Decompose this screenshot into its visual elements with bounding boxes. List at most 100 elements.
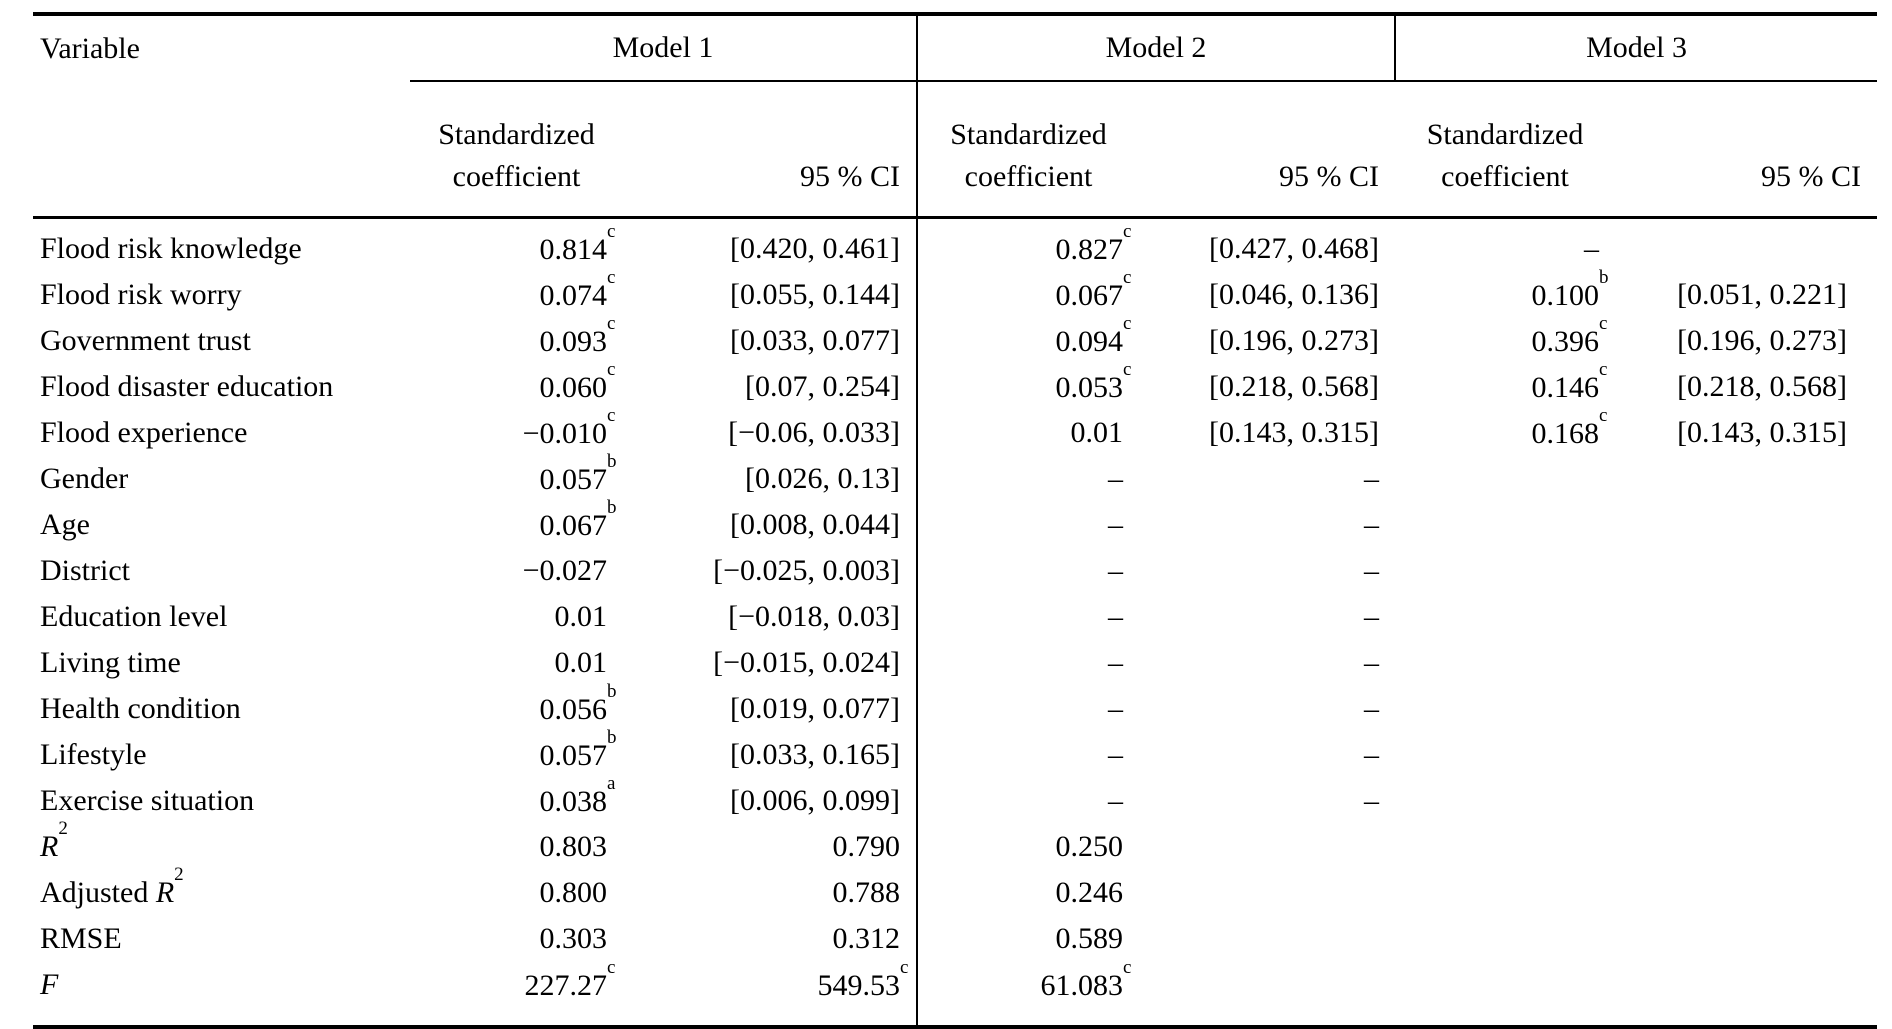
value-cell: 0.056b xyxy=(539,681,617,726)
value-cell xyxy=(1615,916,1877,962)
cell-value: 0.01 xyxy=(1070,416,1124,449)
value-cell: 0.067b xyxy=(539,497,617,542)
table-row: R2 0.803 0.790 0.250 xyxy=(33,819,1877,870)
cell-value: [0.019, 0.077] xyxy=(730,692,901,725)
value-cell: 0.396c xyxy=(1531,313,1608,358)
model-1-header: Model 1 xyxy=(410,14,918,82)
row-label-cell: Flood risk worry xyxy=(40,278,242,311)
cell-value: 0.074 xyxy=(539,279,608,312)
value-cell xyxy=(1615,594,1877,640)
value-cell xyxy=(1139,916,1395,962)
value-cell xyxy=(1615,456,1877,502)
value-cell: −0.010c xyxy=(522,405,616,450)
row-label-cell: Adjusted R2 xyxy=(40,864,184,909)
cell-value: [0.196, 0.273] xyxy=(1677,324,1848,357)
cell-value: 0.100 xyxy=(1531,279,1600,312)
value-cell: [0.026, 0.13] xyxy=(623,456,917,502)
table-row: Flood disaster education 0.060c [0.07, 0.2… xyxy=(33,360,1877,410)
value-cell: [0.033, 0.077] xyxy=(623,318,917,364)
cell-value: 0.814 xyxy=(539,233,608,266)
value-cell xyxy=(1615,778,1877,824)
cell-value: [0.033, 0.077] xyxy=(730,324,901,357)
m2-ci-header: 95 % CI xyxy=(1139,81,1396,219)
value-cell xyxy=(1615,732,1877,778)
cell-value: 0.056 xyxy=(539,693,608,726)
cell-value: – xyxy=(1364,784,1380,817)
cell-value: – xyxy=(1108,692,1124,725)
cell-value: [0.218, 0.568] xyxy=(1209,370,1380,403)
cell-value: 0.312 xyxy=(832,922,901,955)
coef-header-line1: Standardized xyxy=(1426,118,1584,151)
cell-value: [0.07, 0.254] xyxy=(745,370,901,403)
cell-value: 61.083 xyxy=(1040,969,1124,1002)
coef-header-line2: coefficient xyxy=(964,160,1093,193)
cell-value: – xyxy=(1364,646,1380,679)
cell-value: – xyxy=(1364,508,1380,541)
row-label-cell: Flood disaster education xyxy=(40,370,334,403)
value-cell: [−0.015, 0.024] xyxy=(623,640,917,686)
cell-value: – xyxy=(1364,738,1380,771)
value-cell: 0.788 xyxy=(623,870,917,916)
cell-value: 0.827 xyxy=(1055,233,1124,266)
value-cell: 0.053c xyxy=(916,360,1140,410)
model-title-row: Variable Model 1 Model 2 Model 3 xyxy=(33,14,1878,82)
value-cell: – xyxy=(1139,778,1395,824)
value-cell: – xyxy=(1395,218,1615,273)
value-cell: [0.046, 0.136] xyxy=(1139,272,1395,318)
cell-value: – xyxy=(1108,646,1124,679)
table-header: Variable Model 1 Model 2 Model 3 Standar… xyxy=(33,14,1878,219)
row-label-cell: Flood experience xyxy=(40,416,248,449)
cell-value: [0.427, 0.468] xyxy=(1209,232,1380,265)
value-cell: – xyxy=(1139,594,1395,640)
value-cell: [0.143, 0.315] xyxy=(1615,410,1877,456)
value-cell: 0.093c xyxy=(539,313,616,358)
table-row: Government trust 0.093c [0.033, 0.077] 0.09… xyxy=(33,313,1877,364)
value-cell xyxy=(1395,594,1615,640)
value-cell: – xyxy=(1139,548,1395,594)
cell-value: 0.146 xyxy=(1531,371,1600,404)
m3-ci-header: 95 % CI xyxy=(1615,81,1878,219)
cell-value: 0.246 xyxy=(1055,876,1124,909)
cell-value: [0.008, 0.044] xyxy=(730,508,901,541)
value-cell: 549.53c xyxy=(817,957,909,1002)
value-cell: 0.246 xyxy=(916,870,1140,916)
row-label-cell: Flood risk knowledge xyxy=(40,232,302,265)
value-cell: [0.055, 0.144] xyxy=(623,272,917,318)
cell-value: [0.026, 0.13] xyxy=(745,462,901,495)
row-label-cell: Lifestyle xyxy=(40,738,147,771)
cell-value: 0.094 xyxy=(1055,325,1124,358)
table-row: Gender 0.057b [0.026, 0.13] – – xyxy=(33,452,1877,502)
table-row: Flood risk knowledge 0.814c [0.420, 0.461]… xyxy=(33,217,1877,273)
coef-header-line2: coefficient xyxy=(452,160,581,193)
table-row: Exercise situation 0.038a [0.006, 0.099] – – xyxy=(33,773,1877,824)
value-cell xyxy=(1395,732,1615,778)
row-label-cell: Exercise situation xyxy=(40,784,255,817)
value-cell xyxy=(1615,686,1877,732)
row-label-cell: F xyxy=(40,968,59,1001)
row-label-cell: District xyxy=(40,554,130,587)
value-cell: 0.094c xyxy=(916,314,1140,364)
cell-value: – xyxy=(1364,554,1380,587)
cell-value: 0.803 xyxy=(539,830,608,863)
table-row: Education level 0.01 [−0.018, 0.03] – – xyxy=(33,594,1877,640)
value-cell: [0.427, 0.468] xyxy=(1139,218,1395,273)
table-row: Age 0.067b [0.008, 0.044] – – xyxy=(33,497,1877,548)
value-cell xyxy=(1395,962,1615,1027)
value-cell: [0.420, 0.461] xyxy=(623,218,917,273)
cell-value: 0.168 xyxy=(1531,417,1600,450)
value-cell: – xyxy=(916,640,1140,686)
cell-value: 0.01 xyxy=(554,646,608,679)
value-cell: 0.589 xyxy=(916,916,1140,962)
value-cell: 0.038a xyxy=(539,773,616,818)
value-cell: 0.168c xyxy=(1531,405,1608,450)
value-cell xyxy=(1395,456,1615,502)
row-label-cell: Living time xyxy=(40,646,181,679)
value-cell: 0.800 xyxy=(410,870,623,916)
value-cell xyxy=(1615,640,1877,686)
cell-value: 0.303 xyxy=(539,922,608,955)
value-cell: [0.07, 0.254] xyxy=(623,364,917,410)
value-cell xyxy=(1615,218,1877,273)
row-label-cell: Gender xyxy=(40,462,129,495)
value-cell: −0.027 xyxy=(410,548,623,594)
cell-value: – xyxy=(1108,600,1124,633)
